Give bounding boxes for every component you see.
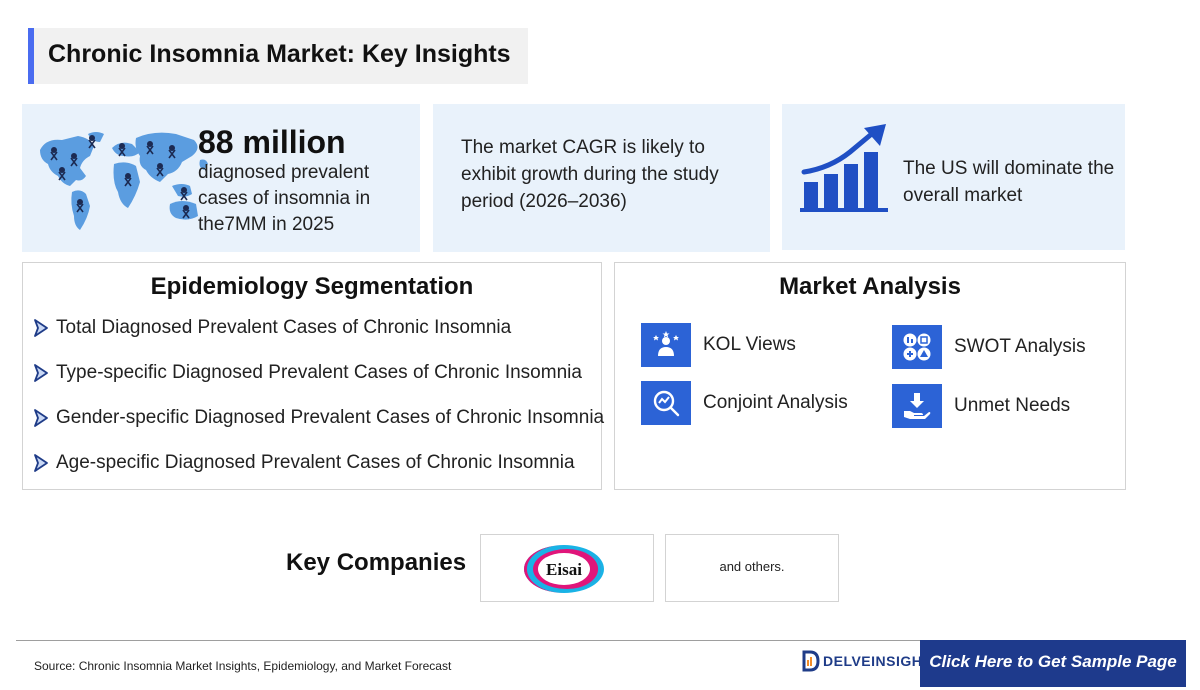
chevron-right-icon — [34, 409, 48, 427]
chevron-right-icon — [34, 454, 48, 472]
brand-text: DELVEINSIGHT — [823, 653, 932, 669]
title-banner: Chronic Insomnia Market: Key Insights — [28, 28, 528, 84]
ma-item-label: SWOT Analysis — [954, 336, 1086, 357]
cagr-card: The market CAGR is likely to exhibit gro… — [433, 104, 770, 252]
ma-item-label: Unmet Needs — [954, 395, 1071, 416]
dominance-card: The US will dominate the overall market — [782, 104, 1125, 250]
epi-item: Gender-specific Diagnosed Prevalent Case… — [31, 405, 604, 431]
epi-item-label: Gender-specific Diagnosed Prevalent Case… — [56, 407, 605, 428]
prevalence-card: 88 million diagnosed prevalent cases of … — [22, 104, 420, 252]
page-title: Chronic Insomnia Market: Key Insights — [48, 40, 511, 68]
ma-item-swot-analysis: SWOT Analysis — [892, 325, 1086, 369]
swot-icon — [892, 325, 942, 369]
ma-item-conjoint-analysis: Conjoint Analysis — [641, 381, 848, 425]
others-text: and others. — [719, 559, 785, 574]
world-map-icon — [32, 126, 212, 238]
market-analysis-panel: Market Analysis KOL Views SWOT Ana — [614, 262, 1126, 490]
epi-item-label: Total Diagnosed Prevalent Cases of Chron… — [56, 317, 512, 338]
sample-page-button[interactable]: Click Here to Get Sample Page — [920, 640, 1186, 687]
delveinsight-brand: DELVEINSIGHT — [802, 650, 931, 672]
epi-item-label: Type-specific Diagnosed Prevalent Cases … — [56, 362, 582, 383]
eisai-logo: Eisai — [523, 544, 605, 594]
ma-item-unmet-needs: Unmet Needs — [892, 384, 1070, 428]
delveinsight-logo-icon — [802, 650, 820, 672]
company-logo-box: Eisai — [480, 534, 654, 602]
footer-divider — [16, 640, 1186, 641]
source-text: Source: Chronic Insomnia Market Insights… — [34, 659, 452, 673]
ma-item-label: Conjoint Analysis — [703, 392, 848, 413]
prevalence-text: diagnosed prevalent cases of insomnia in… — [198, 162, 371, 235]
dominance-text: The US will dominate the overall market — [903, 158, 1115, 206]
conjoint-icon — [641, 381, 691, 425]
others-box: and others. — [665, 534, 839, 602]
cta-label: Click Here to Get Sample Page — [929, 652, 1177, 671]
epi-item: Age-specific Diagnosed Prevalent Cases o… — [31, 450, 575, 476]
key-companies-label: Key Companies — [286, 549, 467, 576]
kol-icon — [641, 323, 691, 367]
prevalence-number: 88 million — [198, 124, 346, 160]
epidemiology-title: Epidemiology Segmentation — [150, 273, 474, 300]
cagr-text: The market CAGR is likely to exhibit gro… — [461, 137, 719, 212]
chevron-right-icon — [34, 364, 48, 382]
market-analysis-title: Market Analysis — [779, 273, 961, 300]
ma-item-kol-views: KOL Views — [641, 323, 796, 367]
growth-chart-icon — [800, 122, 892, 214]
epi-item: Total Diagnosed Prevalent Cases of Chron… — [31, 315, 511, 341]
epidemiology-panel: Epidemiology Segmentation Total Diagnose… — [22, 262, 604, 490]
ma-item-label: KOL Views — [703, 334, 796, 355]
svg-text:Eisai: Eisai — [546, 560, 582, 579]
chevron-right-icon — [34, 319, 48, 337]
epi-item-label: Age-specific Diagnosed Prevalent Cases o… — [56, 452, 575, 473]
epi-item: Type-specific Diagnosed Prevalent Cases … — [31, 360, 582, 386]
unmet-needs-icon — [892, 384, 942, 428]
